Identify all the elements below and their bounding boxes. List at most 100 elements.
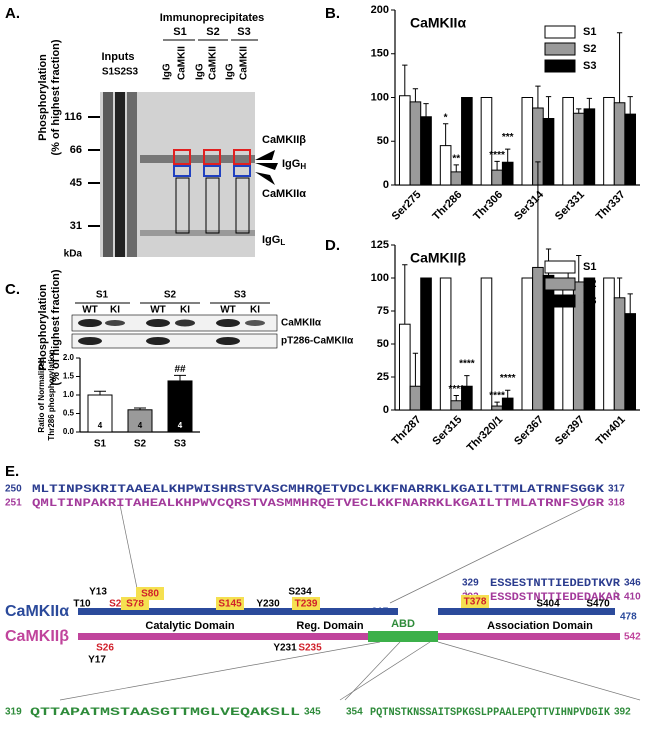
site-label: S404 <box>536 599 560 610</box>
y-tick-label: 100 <box>371 91 389 103</box>
bar <box>461 97 473 186</box>
bar <box>603 277 615 411</box>
error-bar <box>94 390 106 395</box>
domain-diagram <box>59 504 641 701</box>
panel-letter: A. <box>5 5 20 22</box>
x-tick-label: Ser397 <box>553 414 587 448</box>
error-bar <box>586 97 593 109</box>
legend-label: S3 <box>583 60 596 72</box>
error-bar <box>545 96 552 119</box>
panel-letter: C. <box>5 281 20 298</box>
end-label: 317 <box>372 607 389 618</box>
label: S2 <box>164 290 177 301</box>
error-bar <box>494 160 500 171</box>
bar <box>491 169 503 186</box>
error-bar <box>616 32 623 103</box>
seq-start: 319 <box>5 707 22 718</box>
label: KI <box>180 305 190 316</box>
label: S3 <box>126 67 139 78</box>
y-tick-label: 100 <box>371 272 389 284</box>
label: S2 <box>114 67 127 78</box>
site-highlight <box>216 597 244 610</box>
x-tick-label: S3 <box>174 439 187 450</box>
bar <box>532 266 544 411</box>
legend-swatch <box>544 277 576 291</box>
panel-letter: E. <box>5 463 19 480</box>
panel-letter: B. <box>325 5 340 22</box>
legend-swatch <box>544 294 576 308</box>
site-label: S80 <box>141 589 159 600</box>
significance-label: **** <box>489 391 505 402</box>
seq-end: 410 <box>624 592 641 603</box>
y-tick-label: 125 <box>371 239 389 251</box>
label: kDa <box>64 249 83 260</box>
band-label-text: CaMKIIα <box>262 188 306 200</box>
legend-label: S2 <box>583 43 596 55</box>
error-bar <box>576 108 582 114</box>
error-bar <box>412 352 419 387</box>
y-tick-label: 200 <box>371 4 389 16</box>
abd-bar <box>368 631 438 642</box>
y-axis-label: (% of highest fraction) <box>50 269 62 385</box>
y-axis-label: Phosphorylation <box>37 284 49 371</box>
significance-label: * <box>444 112 448 123</box>
lane-label: CaMKII <box>239 46 250 80</box>
y-tick-label: 0 <box>383 404 389 416</box>
x-tick-label: S1 <box>94 439 107 450</box>
x-tick-label: Thr306 <box>471 189 505 223</box>
x-tick-label: Thr287 <box>390 414 424 448</box>
alpha-bar <box>438 608 615 615</box>
site-label: S234 <box>288 587 312 598</box>
bar <box>398 95 411 186</box>
label: S2 <box>206 26 219 38</box>
beta-bar <box>78 633 620 640</box>
y-tick-label: 50 <box>377 135 389 147</box>
sequence: ESSESTNTTIEDEDTKVR <box>490 578 620 590</box>
y-axis-label: Ratio of Normalized <box>37 357 46 432</box>
y-tick-label: 2.0 <box>63 353 75 362</box>
significance-label: **** <box>459 358 475 369</box>
chart-title: CaMKIIα <box>410 15 466 31</box>
site-label: T239 <box>295 599 318 610</box>
legend-swatch <box>544 59 576 73</box>
label: S3 <box>234 290 247 301</box>
site-label: Y230 <box>256 599 280 610</box>
label: CaMKIIα <box>281 318 322 329</box>
western-blot <box>71 302 278 349</box>
bar <box>562 97 574 186</box>
error-bar <box>134 407 146 410</box>
bar <box>572 112 585 186</box>
bar <box>624 313 637 411</box>
gel-image <box>88 39 278 257</box>
error-bar <box>627 96 633 115</box>
site-highlight <box>136 587 164 600</box>
band-label-sub: H <box>300 162 306 171</box>
y-tick-label: 75 <box>377 305 389 317</box>
bar <box>398 323 411 411</box>
y-tick-label: 150 <box>371 48 389 60</box>
seq-end: 345 <box>304 707 321 718</box>
site-label: S235 <box>298 643 322 654</box>
sequence: QTTAPATMSTAASGTTMGLVEQAKSLL <box>30 707 301 719</box>
bar <box>501 161 514 186</box>
band-label: IgGL <box>262 234 285 247</box>
significance-label: **** <box>500 373 516 384</box>
label: WT <box>150 305 166 316</box>
legend-swatch <box>544 260 576 274</box>
mw-marker: 66 <box>70 144 82 156</box>
seq-start: 251 <box>5 498 22 509</box>
bar <box>521 97 534 186</box>
bar <box>613 297 626 411</box>
error-bar <box>616 277 623 298</box>
bar <box>613 102 626 186</box>
significance-label: ## <box>174 364 186 375</box>
error-bar <box>627 293 633 314</box>
x-tick-label: Thr320/1 <box>465 414 505 454</box>
y-axis-label: (% of highest fraction) <box>50 39 62 155</box>
site-highlight <box>461 595 489 608</box>
error-bar <box>505 148 511 163</box>
chart-title: CaMKIIβ <box>410 250 466 266</box>
label: S3 <box>237 26 250 38</box>
y-tick-label: 0.0 <box>63 427 75 436</box>
